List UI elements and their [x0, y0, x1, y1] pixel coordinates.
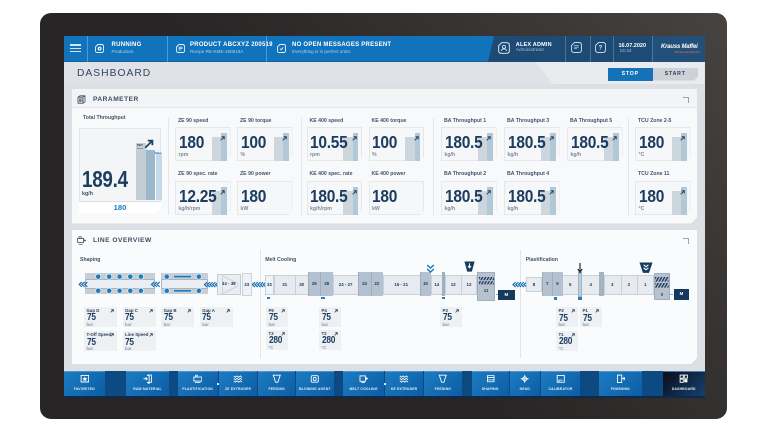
svg-text:?: ? [599, 45, 603, 51]
